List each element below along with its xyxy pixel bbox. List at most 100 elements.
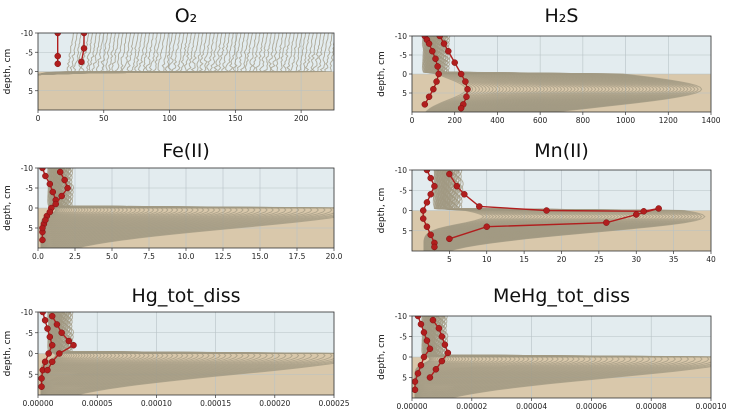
model-curve	[38, 33, 253, 110]
x-tick-label: 0.00015	[200, 399, 231, 408]
panel-4: 5 10 15 20 25 30 35 40 -10 -5 0 5 depth, cm Mn(II)	[377, 140, 716, 264]
panel-title: Mn(II)	[534, 140, 588, 162]
x-tick-label: 1000	[616, 116, 635, 125]
model-curve	[38, 41, 334, 110]
observation-point	[427, 191, 434, 198]
model-curve	[38, 33, 276, 110]
x-tick-label: 12.5	[215, 252, 232, 261]
observation-point	[453, 182, 461, 190]
x-tick-label: 0.00002	[456, 402, 487, 411]
y-axis-label: depth, cm	[3, 49, 13, 95]
model-curve	[38, 33, 74, 110]
observation-point	[423, 170, 431, 174]
observation-point	[46, 333, 54, 341]
y-tick-label: -5	[26, 184, 34, 193]
observation-point	[54, 33, 61, 37]
observation-point	[80, 45, 88, 52]
observation-point	[58, 329, 65, 336]
panel-title: MeHg_tot_diss	[493, 285, 630, 307]
y-tick-label: 5	[28, 370, 33, 379]
observation-point	[65, 337, 73, 345]
model-curve	[38, 33, 170, 110]
model-curve	[59, 312, 334, 395]
observation-point	[56, 350, 63, 357]
model-curve	[38, 33, 97, 110]
model-curve	[38, 33, 147, 110]
panel-1: 0 50 100 150 200 -10 -5 0 5 depth, cm O₂	[3, 5, 335, 123]
y-tick-label: -10	[21, 29, 33, 38]
model-curve	[38, 33, 113, 110]
y-tick-label: 0	[28, 68, 33, 77]
x-tick-label: 17.5	[289, 252, 306, 261]
x-tick-label: 0.00008	[636, 402, 667, 411]
model-curve	[38, 33, 158, 110]
y-axis-label: depth, cm	[3, 331, 13, 377]
observation-point	[432, 366, 440, 373]
x-tick-label: 7.5	[143, 252, 155, 261]
model-curve	[38, 33, 109, 110]
observation-point	[42, 172, 49, 180]
observation-point	[46, 180, 54, 188]
model-curve	[38, 33, 291, 110]
x-tick-label: 40	[706, 255, 716, 264]
observation-point	[52, 200, 60, 208]
observation-line	[439, 36, 469, 109]
panel-title: O₂	[175, 5, 198, 27]
x-tick-label: 100	[162, 114, 177, 123]
observation-point	[434, 63, 441, 70]
model-curve	[38, 33, 299, 110]
x-tick-label: 0.00000	[22, 399, 53, 408]
observation-point	[53, 321, 61, 328]
model-curve	[38, 33, 310, 110]
observation-point	[44, 325, 51, 332]
model-curve	[38, 33, 116, 110]
observation-line	[414, 316, 431, 390]
model-curve	[58, 312, 334, 395]
x-tick-label: 25	[594, 255, 604, 264]
observation-point	[54, 60, 61, 68]
observation-point	[429, 316, 437, 324]
y-axis-label: depth, cm	[377, 188, 387, 234]
observation-point	[58, 192, 65, 200]
model-curve	[38, 33, 288, 110]
model-curve	[38, 33, 101, 110]
model-curve	[38, 33, 128, 110]
x-tick-label: 2.5	[69, 252, 81, 261]
observation-point	[438, 357, 446, 365]
observation-point	[446, 235, 453, 243]
observation-point	[431, 243, 438, 251]
x-tick-label: 1400	[701, 116, 720, 125]
model-curve	[434, 36, 703, 112]
model-curve	[38, 33, 280, 110]
observation-point	[56, 168, 64, 176]
model-curve	[38, 33, 132, 110]
x-tick-label: 600	[533, 116, 548, 125]
observation-point	[48, 358, 56, 366]
observation-point	[419, 207, 427, 214]
panel-title: Fe(II)	[162, 140, 210, 162]
y-tick-label: 0	[28, 204, 33, 213]
model-curve	[38, 33, 162, 110]
x-tick-label: 0.00004	[516, 402, 547, 411]
observation-point	[433, 78, 440, 85]
observation-point	[39, 312, 46, 316]
y-tick-label: -10	[21, 308, 33, 317]
model-curve	[38, 33, 295, 110]
observation-series	[78, 33, 88, 66]
model-curve	[38, 33, 246, 110]
observation-series	[44, 312, 77, 374]
observation-point	[417, 361, 425, 369]
model-curve	[38, 33, 124, 110]
observation-series	[412, 316, 434, 394]
y-tick-label: 0	[402, 70, 407, 79]
model-curve	[38, 33, 151, 110]
x-tick-label: 0	[410, 116, 415, 125]
observation-point	[42, 216, 49, 224]
y-tick-label: -10	[395, 312, 407, 321]
y-tick-label: -10	[21, 164, 33, 173]
observation-point	[49, 188, 57, 196]
observation-series	[446, 170, 662, 243]
observation-point	[412, 378, 419, 385]
y-tick-label: 5	[402, 89, 407, 98]
y-axis-label: depth, cm	[3, 185, 13, 231]
